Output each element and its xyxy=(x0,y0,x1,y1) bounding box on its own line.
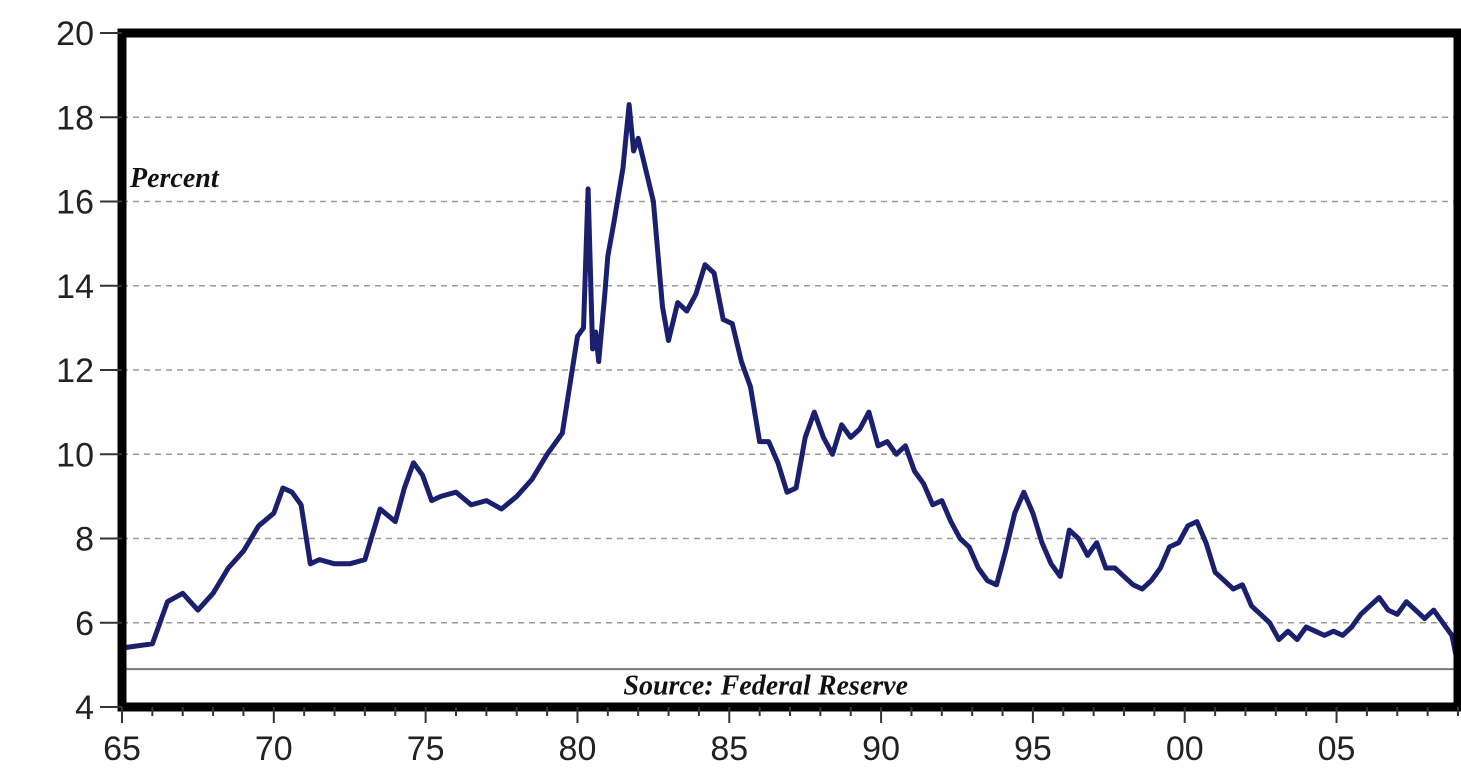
y-tick-label: 4 xyxy=(75,689,94,727)
x-tick-label: 00 xyxy=(1166,730,1204,768)
y-tick-label: 16 xyxy=(56,184,94,222)
series-line-0 xyxy=(119,102,1461,668)
y-tick-label: 14 xyxy=(56,268,94,306)
x-tick-label: 90 xyxy=(862,730,900,768)
y-tick-label: 18 xyxy=(56,99,94,137)
x-tick-label: 95 xyxy=(1014,730,1052,768)
x-tick-label: 75 xyxy=(407,730,445,768)
x-tick-label: 70 xyxy=(255,730,293,768)
y-axis: 4 6 8 10 12 14 16 18 20 xyxy=(56,15,122,727)
series-layer xyxy=(119,102,1461,668)
y-tick-label: 12 xyxy=(56,352,94,390)
x-tick-label: 85 xyxy=(710,730,748,768)
x-tick-label: 65 xyxy=(103,730,141,768)
percent-annotation: Percent xyxy=(129,163,220,194)
y-tick-label: 10 xyxy=(56,436,94,474)
y-tick-label: 8 xyxy=(75,521,94,559)
source-annotation: Source: Federal Reserve xyxy=(623,670,908,701)
grid-lines xyxy=(122,116,1458,624)
y-tick-label: 20 xyxy=(56,15,94,53)
x-tick-label: 80 xyxy=(559,730,597,768)
y-tick-label: 6 xyxy=(75,605,94,643)
x-axis: 65 70 75 80 85 90 95 00 05 xyxy=(103,707,1459,768)
x-tick-label: 05 xyxy=(1318,730,1356,768)
